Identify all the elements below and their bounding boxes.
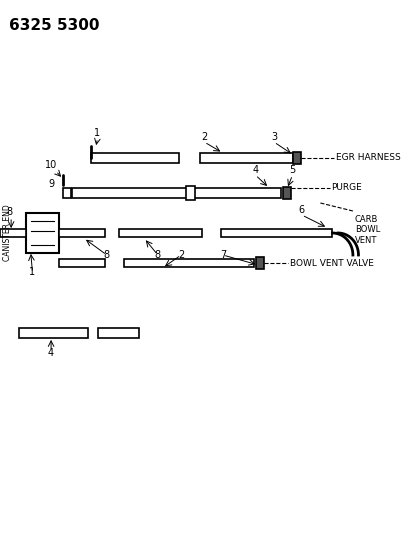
Text: 4: 4 xyxy=(252,165,258,175)
Text: 2: 2 xyxy=(178,250,184,260)
Bar xyxy=(124,259,253,267)
Text: 10: 10 xyxy=(45,160,57,170)
Bar xyxy=(221,229,333,237)
Bar xyxy=(0,229,26,237)
Bar xyxy=(58,229,105,237)
Bar xyxy=(256,257,264,269)
Text: CARB
BOWL
VENT: CARB BOWL VENT xyxy=(355,215,380,245)
Text: 2: 2 xyxy=(201,132,207,142)
Bar xyxy=(73,188,282,198)
Text: 1: 1 xyxy=(94,128,101,138)
Text: 8: 8 xyxy=(155,250,161,260)
Bar xyxy=(26,213,58,253)
Text: 7: 7 xyxy=(220,250,226,260)
Text: EGR HARNESS: EGR HARNESS xyxy=(336,154,401,163)
Text: 6325 5300: 6325 5300 xyxy=(9,18,100,33)
Bar xyxy=(19,328,88,338)
Bar xyxy=(63,188,71,198)
Bar xyxy=(293,152,301,164)
Bar xyxy=(200,153,293,163)
Text: CANISTER END: CANISTER END xyxy=(3,205,12,261)
Text: 8: 8 xyxy=(6,207,12,217)
Bar xyxy=(98,328,139,338)
Text: 8: 8 xyxy=(104,250,110,260)
Bar xyxy=(186,186,195,200)
Text: BOWL VENT VALVE: BOWL VENT VALVE xyxy=(290,259,374,268)
Bar xyxy=(283,187,290,199)
Text: 5: 5 xyxy=(289,165,296,175)
Text: 3: 3 xyxy=(271,132,277,142)
Bar xyxy=(58,259,105,267)
Text: 1: 1 xyxy=(29,267,35,277)
Bar xyxy=(119,229,202,237)
Text: 4: 4 xyxy=(48,348,54,358)
Bar xyxy=(91,153,179,163)
Text: 9: 9 xyxy=(48,179,54,189)
Text: PURGE: PURGE xyxy=(332,183,362,192)
Text: 6: 6 xyxy=(299,205,305,215)
